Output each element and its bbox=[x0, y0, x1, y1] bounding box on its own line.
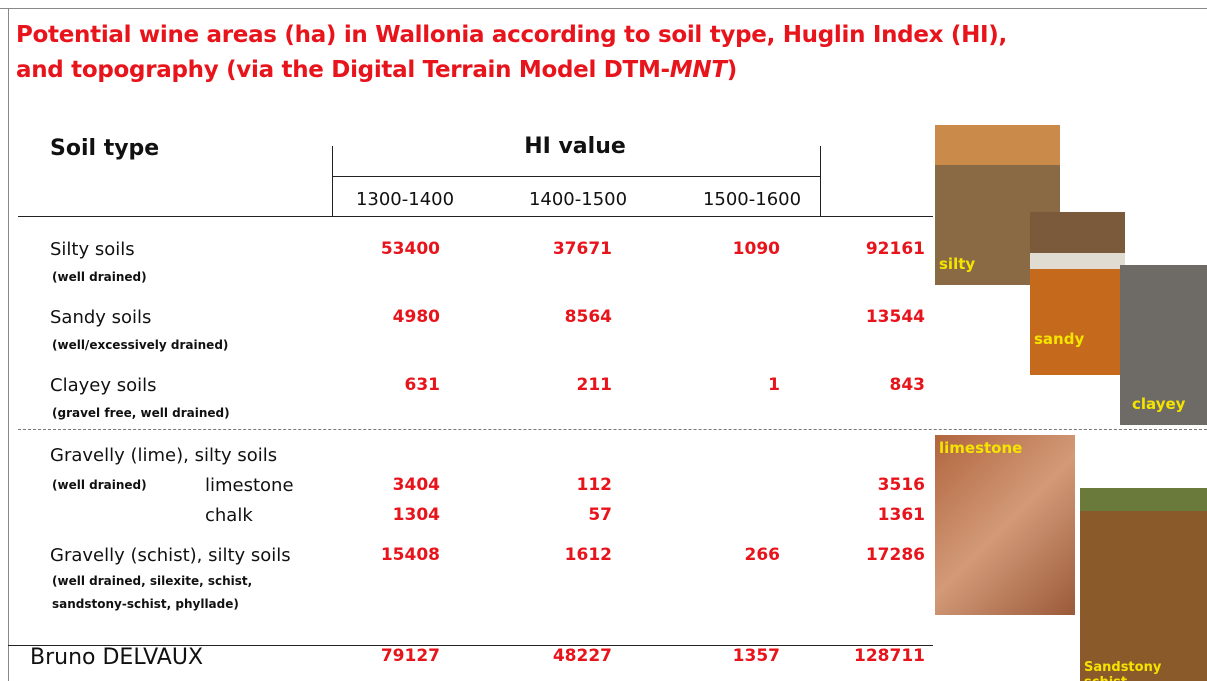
cell-value: 53400 bbox=[380, 239, 440, 259]
soil-photo: Sandstony schist bbox=[1080, 488, 1207, 681]
author: Bruno DELVAUX bbox=[30, 645, 204, 670]
cell-value: 48227 bbox=[552, 646, 612, 666]
subrow-name: limestone bbox=[205, 475, 294, 496]
row-note: (well drained) bbox=[52, 270, 147, 284]
divider bbox=[18, 216, 933, 217]
cell-value: 8564 bbox=[564, 307, 612, 327]
row-name: Silty soils bbox=[50, 239, 135, 260]
subrow-name: chalk bbox=[205, 505, 253, 526]
cell-value: 266 bbox=[744, 545, 781, 565]
row-total: 13544 bbox=[865, 307, 925, 327]
photo-label: silty bbox=[939, 255, 976, 273]
row-note: (well drained, silexite, schist, bbox=[52, 574, 253, 588]
cell-value: 1090 bbox=[732, 239, 780, 259]
divider bbox=[332, 146, 333, 216]
divider bbox=[332, 176, 821, 177]
row-note: (well/excessively drained) bbox=[52, 338, 229, 352]
soil-photo: clayey bbox=[1120, 265, 1207, 425]
divider bbox=[18, 429, 1207, 430]
cell-value: 4980 bbox=[392, 307, 440, 327]
column-header: 1300-1400 bbox=[355, 189, 455, 210]
title-text: ) bbox=[726, 57, 738, 83]
divider bbox=[820, 146, 821, 216]
cell-value: 112 bbox=[576, 475, 613, 495]
photo-label: clayey bbox=[1132, 395, 1186, 413]
row-note: (well drained) bbox=[52, 478, 147, 492]
row-name: Gravelly (schist), silty soils bbox=[50, 545, 291, 566]
cell-value: 1 bbox=[768, 375, 780, 395]
photo-label: Sandstony schist bbox=[1084, 660, 1162, 681]
row-total: 92161 bbox=[865, 239, 925, 259]
photo-label: sandy bbox=[1034, 330, 1085, 348]
column-header: Soil type bbox=[50, 136, 160, 161]
divider bbox=[8, 645, 933, 646]
cell-value: 1357 bbox=[732, 646, 780, 666]
title: Potential wine areas (ha) in Wallonia ac… bbox=[16, 22, 1007, 48]
title: and topography (via the Digital Terrain … bbox=[16, 57, 737, 83]
row-total: 843 bbox=[889, 375, 926, 395]
row-name: Clayey soils bbox=[50, 375, 157, 396]
cell-value: 1612 bbox=[564, 545, 612, 565]
soil-photo: sandy bbox=[1030, 212, 1125, 375]
row-name: Sandy soils bbox=[50, 307, 152, 328]
row-total: 128711 bbox=[854, 646, 925, 666]
cell-value: 57 bbox=[588, 505, 612, 525]
row-note: (gravel free, well drained) bbox=[52, 406, 230, 420]
photo-label: limestone bbox=[939, 439, 1023, 457]
column-header: HI value bbox=[524, 134, 626, 159]
title-text: MNT bbox=[669, 57, 727, 83]
column-header: 1400-1500 bbox=[528, 189, 628, 210]
row-note: sandstony-schist, phyllade) bbox=[52, 597, 239, 611]
soil-photo: limestone bbox=[935, 435, 1075, 615]
row-total: 3516 bbox=[877, 475, 925, 495]
column-header: 1500-1600 bbox=[702, 189, 802, 210]
row-total: 1361 bbox=[877, 505, 925, 525]
cell-value: 37671 bbox=[552, 239, 612, 259]
cell-value: 3404 bbox=[392, 475, 440, 495]
cell-value: 79127 bbox=[380, 646, 440, 666]
row-total: 17286 bbox=[865, 545, 925, 565]
slide-border bbox=[8, 8, 9, 681]
row-name: Gravelly (lime), silty soils bbox=[50, 445, 278, 466]
cell-value: 631 bbox=[404, 375, 441, 395]
slide-border bbox=[0, 8, 1207, 9]
cell-value: 15408 bbox=[380, 545, 440, 565]
cell-value: 211 bbox=[576, 375, 613, 395]
cell-value: 1304 bbox=[392, 505, 440, 525]
title-text: and topography (via the Digital Terrain … bbox=[16, 57, 670, 83]
